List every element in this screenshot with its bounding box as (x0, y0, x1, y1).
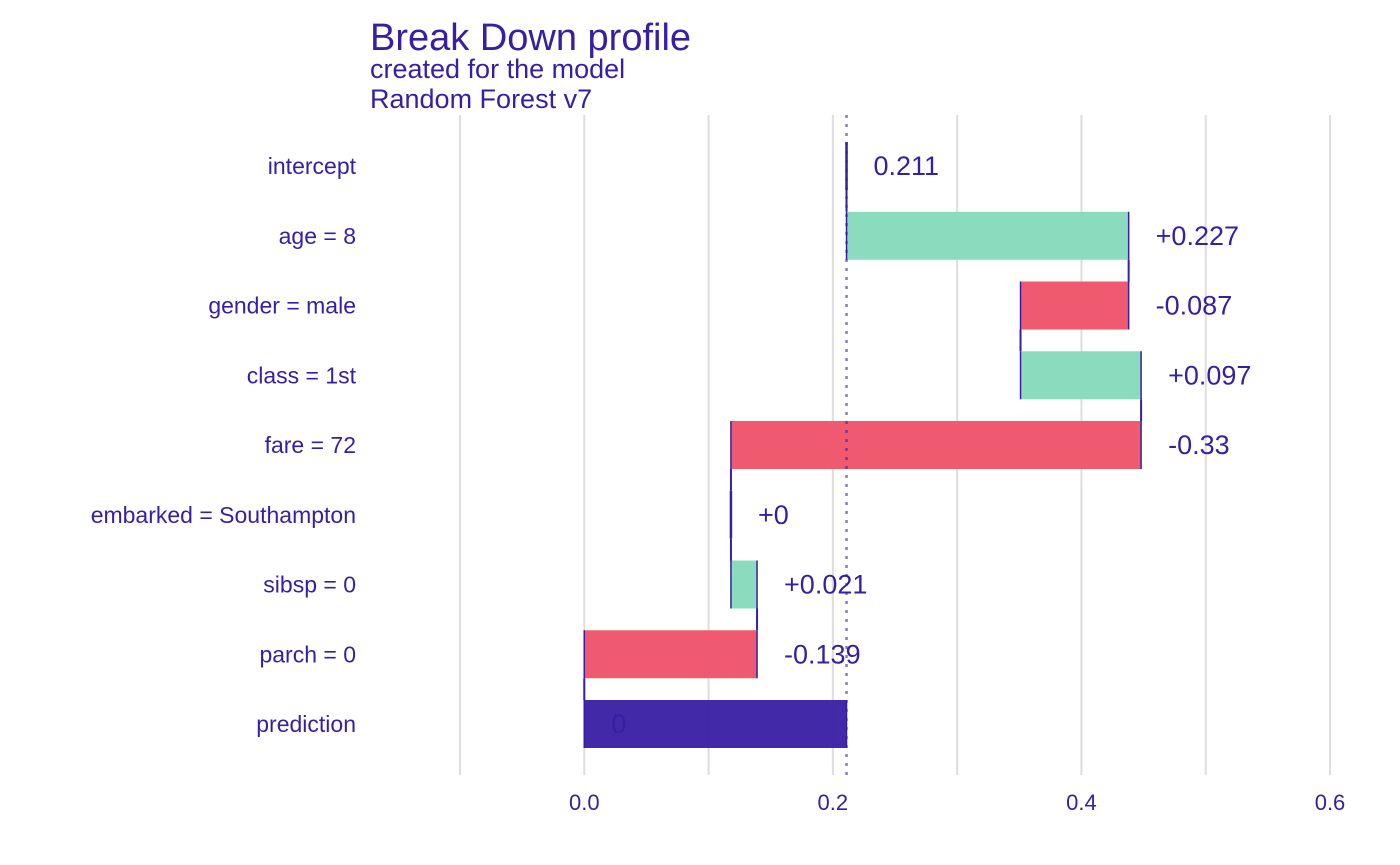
y-tick-label: embarked = Southampton (91, 502, 356, 528)
value-label: +0.021 (784, 570, 867, 600)
y-tick-label: prediction (256, 711, 356, 737)
y-tick-label: sibsp = 0 (263, 572, 356, 598)
value-label: +0 (758, 500, 789, 530)
x-tick-label: 0.0 (569, 790, 600, 815)
bar-positive (1020, 351, 1142, 400)
value-label: +0.227 (1156, 221, 1239, 251)
bar-negative (730, 421, 1142, 469)
value-label: +0.097 (1168, 360, 1251, 390)
chart-subtitle-line2: Random Forest v7 (370, 84, 592, 114)
value-label: -0.087 (1156, 291, 1233, 321)
y-tick-label: gender = male (208, 293, 356, 319)
y-axis: intercept age = 8 gender = male class = 1st… (91, 153, 357, 737)
x-tick-label: 0.2 (818, 790, 849, 815)
y-tick-label: parch = 0 (259, 641, 356, 667)
bar-positive (730, 560, 758, 609)
y-tick-label: age = 8 (279, 223, 356, 249)
x-tick-label: 0.4 (1066, 790, 1097, 815)
value-label: -0.33 (1168, 430, 1230, 460)
value-label: 0.211 (874, 151, 940, 181)
chart-subtitle-line1: created for the model (370, 54, 625, 84)
value-label: 0 (611, 709, 626, 739)
chart-title: Break Down profile (370, 17, 691, 59)
y-tick-label: fare = 72 (265, 432, 356, 458)
bar-negative (1020, 281, 1129, 330)
y-tick-label: class = 1st (247, 362, 357, 388)
bar-positive (846, 211, 1129, 260)
value-label: -0.139 (784, 639, 861, 669)
value-labels: 0.211 +0.227 -0.087 +0.097 -0.33 +0 +0.021 -0.1… (611, 151, 1251, 739)
x-tick-label: 0.6 (1315, 790, 1346, 815)
bar-prediction (584, 700, 847, 748)
bar-negative (584, 630, 758, 679)
y-tick-label: intercept (268, 153, 357, 179)
x-axis: 0.0 0.2 0.4 0.6 (569, 790, 1345, 815)
connectors (583, 115, 1143, 775)
bars (583, 142, 1142, 748)
